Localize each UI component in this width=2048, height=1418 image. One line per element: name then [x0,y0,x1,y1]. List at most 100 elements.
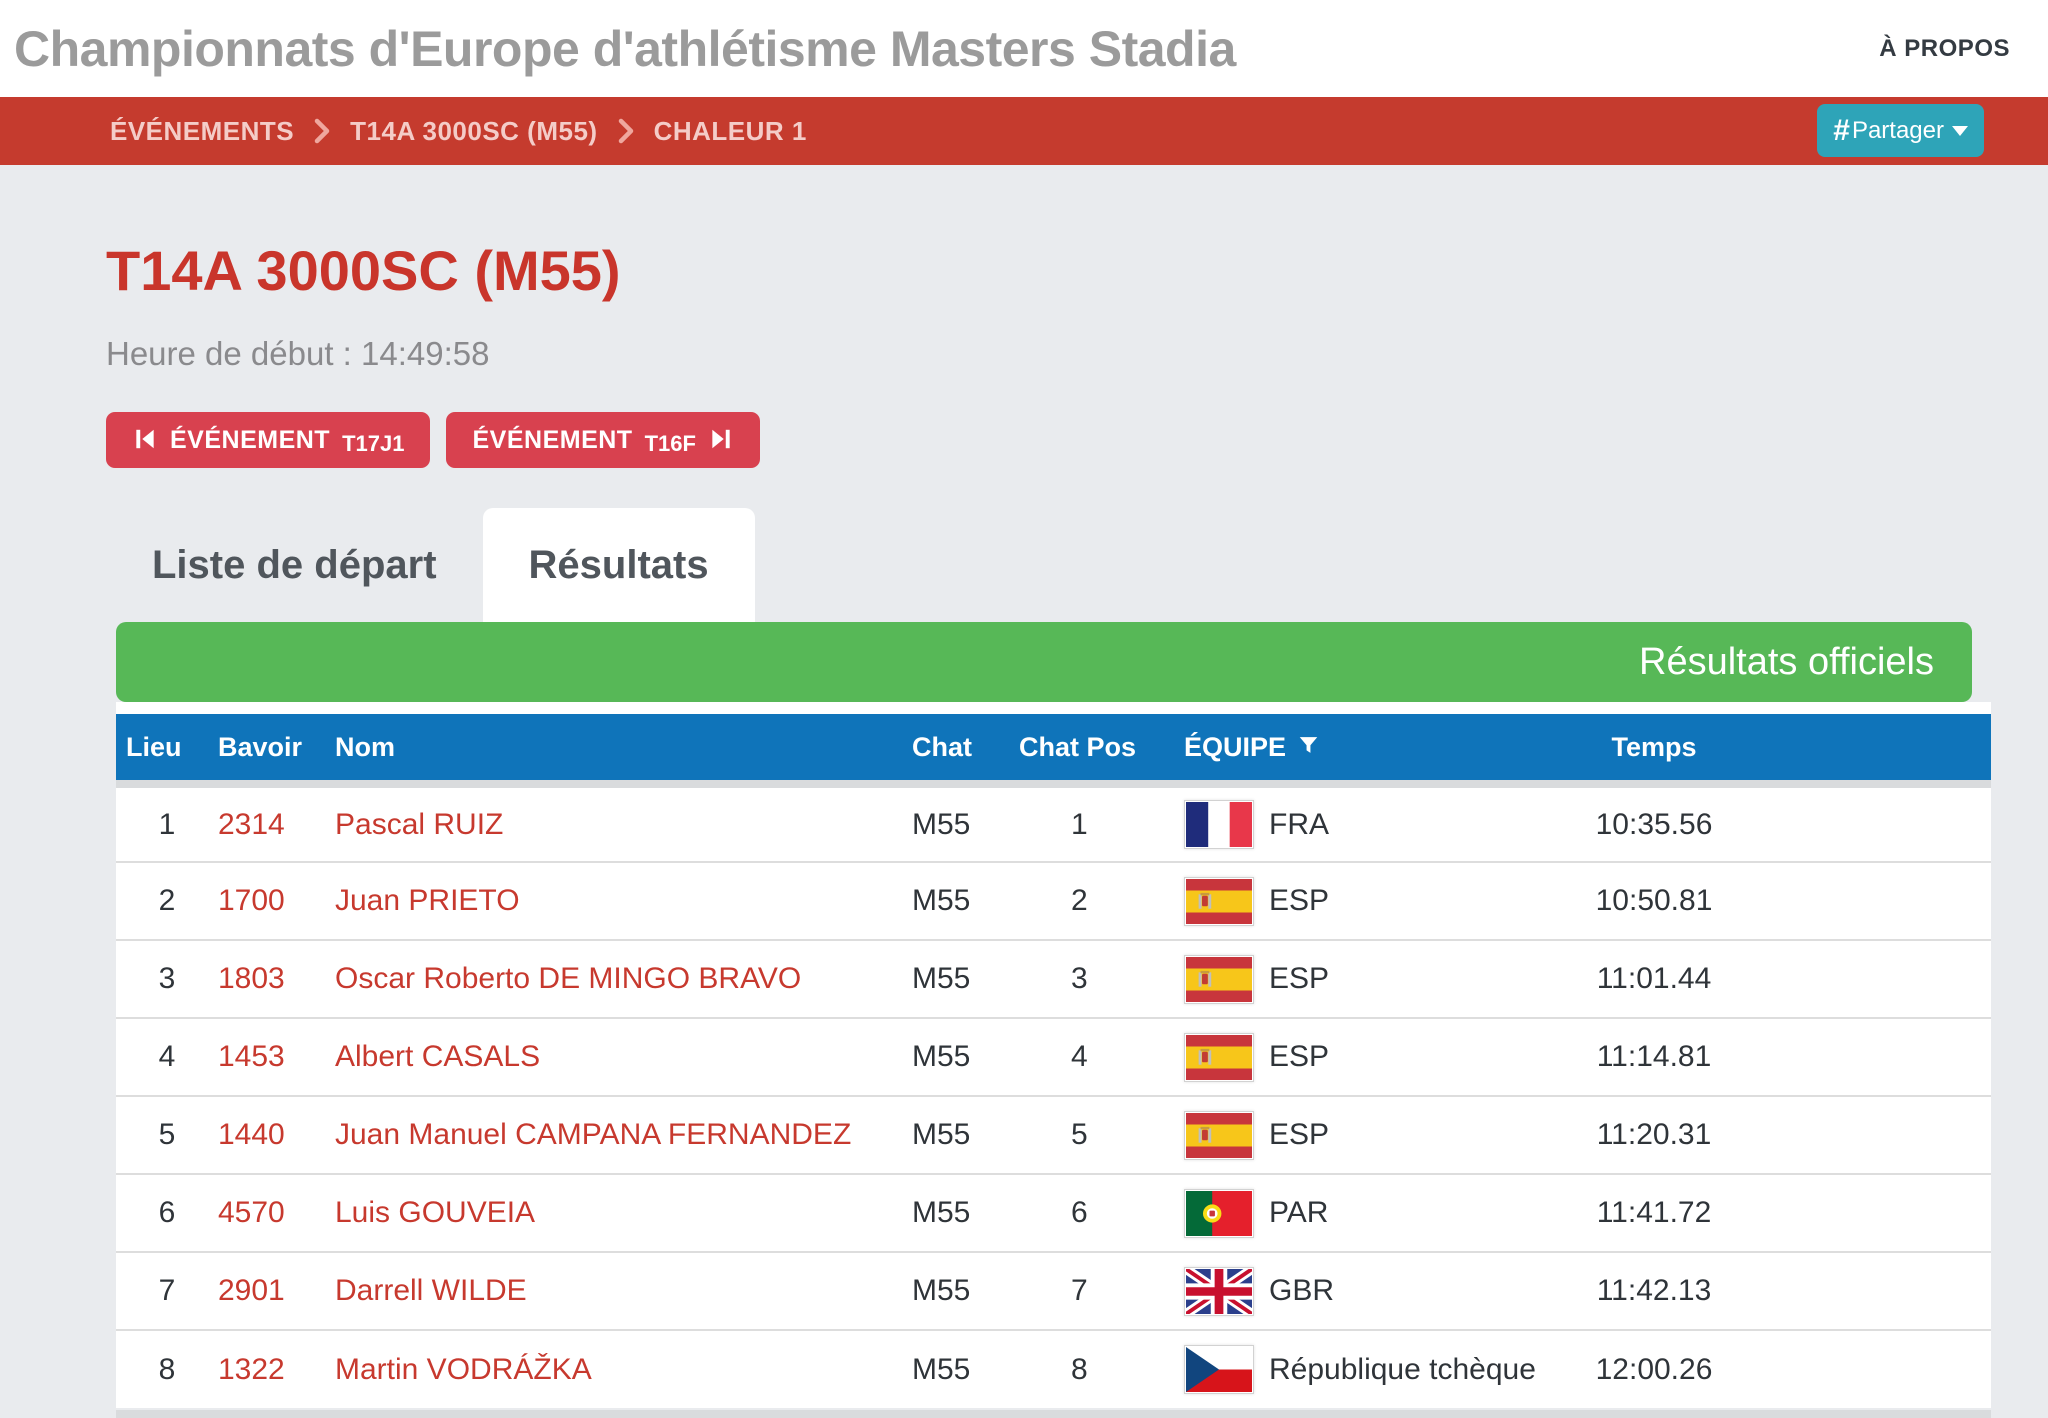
team-cell: République tchèque [1184,1329,1536,1408]
breadcrumb-item-heat[interactable]: CHALEUR 1 [653,115,807,146]
about-link[interactable]: À PROPOS [1879,34,2010,62]
flag-icon [1184,1266,1254,1316]
team-cell: GBR [1184,1251,1514,1330]
breadcrumb-item-events[interactable]: ÉVÉNEMENTS [110,115,295,146]
skip-previous-icon [132,426,158,455]
hash-icon: # [1833,113,1850,147]
results-table-body: 1 2314 Pascal RUIZ M55 1 FRA 10:35.56 2 … [116,784,1991,1408]
team-name: ESP [1269,1040,1330,1073]
time-cell: 11:42.13 [1514,1251,1794,1330]
athlete-name-link[interactable]: Juan Manuel CAMPANA FERNANDEZ [335,1095,912,1174]
team-name: PAR [1269,1196,1329,1229]
share-button[interactable]: # Partager [1817,104,1984,157]
caret-down-icon [1952,125,1968,136]
flag-icon [1184,1110,1254,1160]
tab-start-list[interactable]: Liste de départ [152,542,437,587]
flag-icon [1184,1032,1254,1082]
col-header-name: Nom [335,714,912,788]
category-cell: M55 [912,1095,1019,1174]
team-name: ESP [1269,1118,1330,1151]
team-cell: ESP [1184,861,1514,940]
category-cell: M55 [912,784,1019,862]
time-cell: 12:00.26 [1514,1329,1794,1408]
flag-icon [1184,1345,1254,1394]
breadcrumb-bar: ÉVÉNEMENTS T14A 3000SC (M55) CHALEUR 1 #… [0,97,2048,165]
flag-icon [1184,876,1254,926]
time-cell: 10:35.56 [1514,784,1794,862]
category-position-cell: 4 [1019,1017,1184,1096]
place-cell: 7 [116,1251,218,1330]
team-name: ESP [1269,884,1330,917]
category-position-cell: 5 [1019,1095,1184,1174]
team-cell: ESP [1184,939,1514,1018]
team-name: ESP [1269,962,1330,995]
tab-results[interactable]: Résultats [482,508,755,622]
team-cell: PAR [1184,1173,1514,1252]
category-cell: M55 [912,1329,1019,1408]
category-cell: M55 [912,861,1019,940]
event-nav: ÉVÉNEMENT T17J1 ÉVÉNEMENT T16F [106,412,2048,468]
tab-bar: Liste de départ Résultats [106,508,2048,622]
site-title: Championnats d'Europe d'athlétisme Maste… [14,20,1236,77]
athlete-name-link[interactable]: Pascal RUIZ [335,784,912,862]
page-content: T14A 3000SC (M55) Heure de début : 14:49… [0,243,2048,1408]
bib-link[interactable]: 1803 [218,939,335,1018]
bib-link[interactable]: 1440 [218,1095,335,1174]
place-cell: 2 [116,861,218,940]
table-row: 7 2901 Darrell WILDE M55 7 GBR 11:42.13 [116,1251,1991,1330]
next-event-button[interactable]: ÉVÉNEMENT T16F [446,412,760,468]
bib-link[interactable]: 2314 [218,784,335,862]
time-cell: 11:20.31 [1514,1095,1794,1174]
athlete-name-link[interactable]: Oscar Roberto DE MINGO BRAVO [335,939,912,1018]
filter-icon[interactable] [1298,732,1319,763]
category-position-cell: 6 [1019,1173,1184,1252]
place-cell: 6 [116,1173,218,1252]
athlete-name-link[interactable]: Albert CASALS [335,1017,912,1096]
team-name: GBR [1269,1274,1335,1307]
place-cell: 1 [116,784,218,862]
results-table: Lieu Bavoir Nom Chat Chat Pos ÉQUIPE [116,714,1991,1408]
table-row: 3 1803 Oscar Roberto DE MINGO BRAVO M55 … [116,939,1991,1018]
flag-icon [1184,1188,1254,1238]
skip-next-icon [708,426,734,455]
place-cell: 4 [116,1017,218,1096]
time-cell: 11:14.81 [1514,1017,1794,1096]
prev-event-button[interactable]: ÉVÉNEMENT T17J1 [106,412,431,468]
table-row: 4 1453 Albert CASALS M55 4 ESP 11:14.81 [116,1017,1991,1096]
page-title: T14A 3000SC (M55) [106,239,621,302]
category-cell: M55 [912,939,1019,1018]
bib-link[interactable]: 2901 [218,1251,335,1330]
bib-link[interactable]: 1700 [218,861,335,940]
col-header-category: Chat [912,714,1019,788]
athlete-name-link[interactable]: Juan PRIETO [335,861,912,940]
category-cell: M55 [912,1251,1019,1330]
category-cell: M55 [912,1173,1019,1252]
breadcrumb: ÉVÉNEMENTS T14A 3000SC (M55) CHALEUR 1 [110,116,807,147]
col-header-bib: Bavoir [218,714,335,788]
table-row: 5 1440 Juan Manuel CAMPANA FERNANDEZ M55… [116,1095,1991,1174]
chevron-right-icon [618,118,634,144]
athlete-name-link[interactable]: Darrell WILDE [335,1251,912,1330]
bib-link[interactable]: 1453 [218,1017,335,1096]
table-row: 2 1700 Juan PRIETO M55 2 ESP 10:50.81 [116,861,1991,940]
place-cell: 3 [116,939,218,1018]
time-cell: 11:41.72 [1514,1173,1794,1252]
category-position-cell: 1 [1019,784,1184,862]
results-panel: Résultats officiels Lieu Bavoir Nom Chat… [116,622,2048,1408]
table-header-row: Lieu Bavoir Nom Chat Chat Pos ÉQUIPE [116,714,1991,788]
place-cell: 5 [116,1095,218,1174]
col-header-team[interactable]: ÉQUIPE [1184,714,1514,788]
table-row: 8 1322 Martin VODRÁŽKA M55 8 République … [116,1329,1991,1408]
col-header-time: Temps [1514,714,1794,788]
bib-link[interactable]: 4570 [218,1173,335,1252]
col-header-place: Lieu [116,714,218,788]
bib-link[interactable]: 1322 [218,1329,335,1408]
team-name: FRA [1269,807,1329,841]
athlete-name-link[interactable]: Martin VODRÁŽKA [335,1329,912,1408]
breadcrumb-item-event[interactable]: T14A 3000SC (M55) [350,115,598,146]
time-cell: 11:01.44 [1514,939,1794,1018]
results-table-container: Lieu Bavoir Nom Chat Chat Pos ÉQUIPE [116,702,1991,1408]
official-results-banner: Résultats officiels [116,622,1972,702]
athlete-name-link[interactable]: Luis GOUVEIA [335,1173,912,1252]
chevron-right-icon [314,118,330,144]
